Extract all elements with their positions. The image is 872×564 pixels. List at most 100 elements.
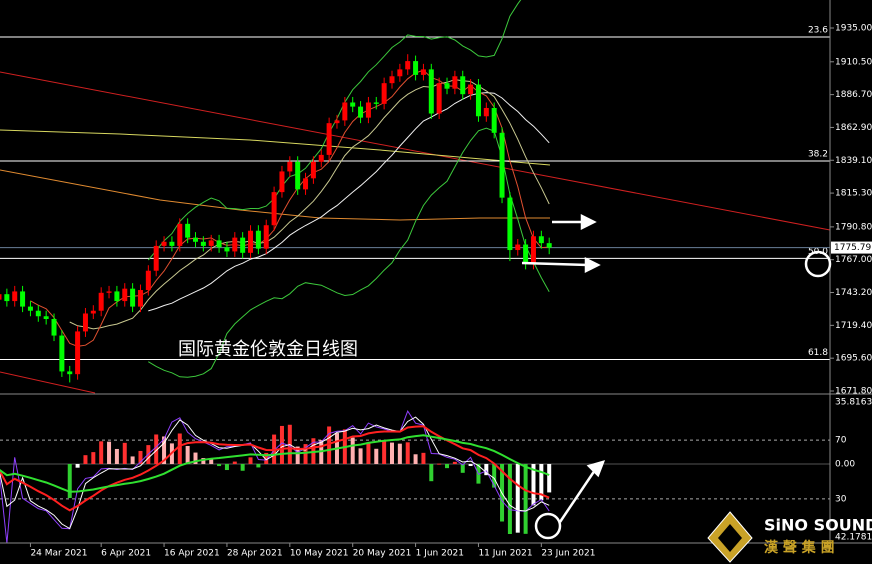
indicator-line [0,434,550,493]
candle-body [200,241,206,246]
histogram-bar [531,464,536,506]
candle-body [358,106,364,118]
candle-body [271,192,277,226]
candle-body [114,291,120,302]
histogram-bar [468,464,473,466]
background-layer [0,71,831,394]
histogram-bar [130,456,135,464]
candle-body [82,313,88,332]
long-ma [0,129,551,166]
candle-body [75,331,81,375]
histogram-bar [295,446,300,464]
candle-body [263,225,269,249]
candle-body [460,76,466,95]
candle-body [4,294,10,302]
indicator-readout: 35.8163 [835,398,872,408]
histogram-bar [75,464,80,468]
candle-body [51,319,57,336]
x-tick-label: 1 Jun 2021 [416,549,464,559]
candle-body [287,161,293,172]
long-ma [0,169,550,221]
indicator-line [0,425,550,512]
histogram-bar [413,454,418,464]
arrow-head [586,460,606,478]
indicator-line [148,127,550,378]
histogram-bar [366,442,371,464]
candle-body [475,84,481,117]
candle-body [334,120,340,124]
y-tick-label: 1790.80 [835,222,872,232]
histogram-bar [114,448,119,464]
histogram-bar [303,444,308,464]
candle-body [507,197,513,251]
candle-body [0,294,2,300]
x-tick-label: 24 Mar 2021 [30,549,87,559]
candle-body [491,107,497,133]
logo: SiNO SOUND 漢 聲 集 團 [707,511,872,563]
candle-body [381,83,387,104]
histogram-bar [484,464,489,476]
candle-body [224,247,230,252]
candle-body [161,241,167,246]
histogram-bar [539,464,544,501]
histogram-bar [177,433,182,464]
candle-body [279,171,285,193]
y-tick-label: 1743.20 [835,288,872,298]
candle-body [523,244,529,264]
candle-body [538,236,544,244]
histogram-bar [240,464,245,471]
arrow-head [580,213,597,231]
candle-body [35,310,41,317]
candle-body [389,76,395,84]
candle-body [59,335,65,372]
histogram-bar [507,464,512,534]
candle-body [177,223,183,246]
candle-body [405,61,411,70]
candle-body [122,288,128,302]
candle-body [342,102,348,121]
histogram-bar [217,464,222,467]
x-tick-label: 16 Apr 2021 [164,549,220,559]
candle-body [326,123,332,155]
candle-body [468,84,474,95]
fib-label: 23.6 [808,25,828,35]
x-tick-label: 10 May 2021 [290,549,349,559]
highlight-circle [534,512,562,540]
candle-body [310,161,316,179]
candle-body [216,240,222,248]
logo-icon [718,524,742,552]
histogram-bar [209,458,214,464]
histogram-bar [224,464,229,471]
candle-body [420,69,426,75]
histogram-bar [327,426,332,464]
candle-body [90,310,96,314]
candle-body [20,291,26,307]
histogram-bar [421,452,426,464]
y-tick-label: 1695.60 [835,354,872,364]
candle-body [397,69,403,77]
arrow [521,261,589,267]
histogram-bar [460,464,465,473]
candle-body [169,241,175,246]
y-tick-label: 1839.10 [835,156,872,166]
y-tick-label: 1671.80 [835,387,872,397]
annotations [521,213,832,540]
candle-body [295,161,301,190]
candle-body [428,69,434,114]
indicator-line [147,0,522,261]
candle-body [98,292,104,311]
fib-label: 61.8 [808,348,828,358]
histogram-bar [91,452,96,464]
histogram-bar [107,441,112,464]
candle-body [483,107,489,117]
candle-body [145,270,151,291]
histogram-bar [138,450,143,464]
candle-body [499,132,505,198]
histogram-bar [99,441,104,464]
indicator-readout: 0.00 [835,460,855,470]
histogram-bar [515,464,520,533]
histogram-bar [492,464,497,488]
